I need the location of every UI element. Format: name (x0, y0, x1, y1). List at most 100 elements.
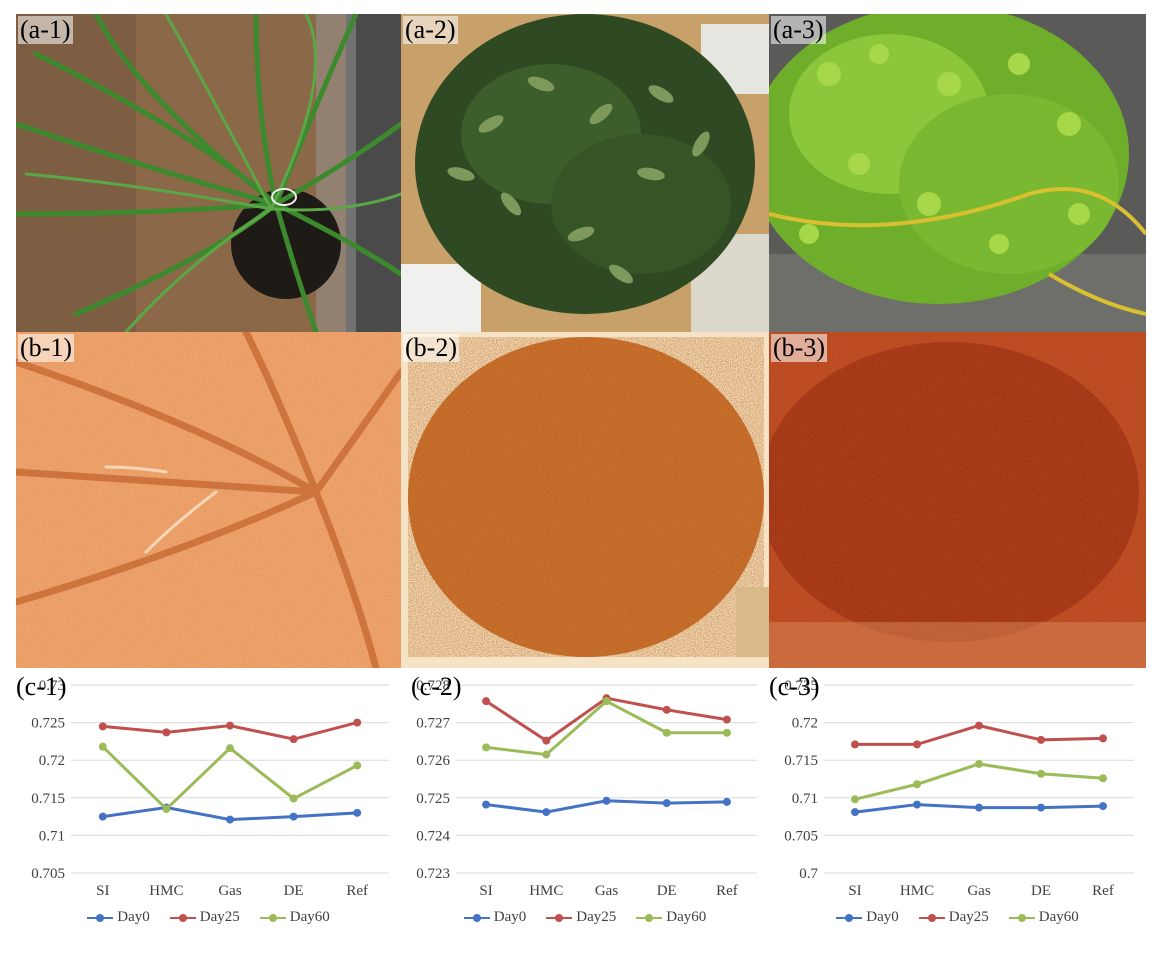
chart-panel-c2: 0.723 0.724 0.725 0.726 0.727 0.728 SI HMC Gas DE… (401, 673, 769, 943)
legend-item-day60: Day60 (259, 909, 330, 926)
panel-label-c2: (c-2) (411, 672, 462, 701)
data-point-day60 (851, 795, 859, 804)
panel-label-b2: (b-2) (403, 333, 459, 362)
series-line-day60 (854, 762, 1104, 801)
x-tick-label: HMC (900, 883, 934, 899)
legend-marker-icon (836, 913, 863, 923)
y-tick-label: 0.7 (799, 866, 818, 882)
chart-panel-c1: 0.705 0.71 0.715 0.72 0.725 0.73 SI HMC Gas DE Ref… (16, 673, 401, 943)
photo-panel-a2: (a-2) (401, 14, 769, 332)
chart-panel-c3: 0.7 0.705 0.71 0.715 0.72 0.725 SI HMC Gas DE Ref … (769, 673, 1146, 943)
data-point-day0 (913, 800, 921, 809)
x-tick-label: DE (657, 883, 677, 899)
y-tick-label: 0.71 (792, 791, 818, 807)
y-tick-label: 0.71 (39, 828, 65, 844)
legend-marker-icon (169, 913, 196, 923)
data-point-day0 (851, 808, 859, 817)
data-point-day25 (162, 728, 171, 737)
x-tick-label: HMC (149, 883, 183, 899)
data-point-day0 (482, 800, 491, 809)
legend-item-day0: Day0 (463, 909, 527, 926)
data-point-day60 (722, 728, 731, 737)
line-chart-c3: 0.7 0.705 0.71 0.715 0.72 0.725 SI HMC Gas DE Ref (784, 678, 1134, 899)
y-tick-label: 0.705 (31, 866, 65, 882)
y-tick-label: 0.725 (31, 716, 65, 732)
texture-map-b1 (16, 332, 401, 668)
y-tick-label: 0.728 (416, 678, 450, 694)
legend-label: Day60 (1038, 909, 1079, 925)
data-point-day0 (289, 812, 298, 821)
legend-item-day25: Day25 (169, 909, 240, 926)
data-point-day25 (482, 697, 491, 706)
x-tick-label: SI (848, 883, 861, 899)
y-tick-label: 0.715 (784, 753, 818, 769)
data-point-day0 (542, 808, 551, 817)
legend-label: Day25 (576, 909, 617, 925)
legend-label: Day0 (493, 909, 527, 925)
legend-marker-icon (546, 913, 573, 923)
data-point-day25 (662, 705, 671, 714)
data-point-day60 (602, 697, 611, 706)
data-point-day0 (353, 808, 362, 817)
data-point-day25 (226, 721, 234, 730)
panel-label-c1: (c-1) (16, 672, 67, 701)
data-point-day60 (975, 759, 983, 768)
chart-legend-c2: Day0 Day25 Day60 (401, 909, 769, 926)
data-point-day25 (1037, 735, 1045, 744)
data-point-day60 (542, 750, 551, 759)
data-point-day60 (162, 805, 171, 814)
x-tick-label: Ref (1092, 883, 1114, 899)
data-point-day0 (975, 803, 983, 812)
line-chart-c1: 0.705 0.71 0.715 0.72 0.725 0.73 SI HMC Gas DE Ref (31, 678, 389, 899)
panel-label-b3: (b-3) (771, 333, 827, 362)
texture-map-b3 (769, 332, 1146, 668)
data-point-day25 (913, 740, 921, 749)
data-point-day60 (98, 742, 107, 751)
x-tick-label: SI (96, 883, 109, 899)
legend-label: Day60 (289, 909, 330, 925)
data-point-day25 (542, 736, 551, 745)
data-point-day25 (353, 718, 362, 727)
panel-label-a3: (a-3) (771, 15, 826, 44)
legend-marker-icon (1008, 913, 1035, 923)
y-tick-label: 0.724 (416, 828, 450, 844)
x-tick-label: Gas (967, 883, 990, 899)
map-panel-b1: (b-1) (16, 332, 401, 668)
data-point-day60 (482, 743, 491, 752)
x-tick-label: Gas (595, 883, 618, 899)
legend-item-day60: Day60 (636, 909, 706, 926)
data-point-day60 (1037, 769, 1045, 778)
data-point-day60 (662, 728, 671, 737)
series-line-day60 (101, 745, 358, 812)
data-point-day25 (98, 722, 107, 731)
map-panel-b3: (b-3) (769, 332, 1146, 668)
chart-legend-c3: Day0 Day25 Day60 (769, 909, 1146, 926)
y-tick-label: 0.727 (416, 716, 450, 732)
line-chart-c2: 0.723 0.724 0.725 0.726 0.727 0.728 SI HMC Gas DE… (416, 678, 757, 899)
legend-label: Day25 (199, 909, 240, 925)
legend-marker-icon (463, 913, 490, 923)
legend-item-day0: Day0 (87, 909, 150, 926)
data-point-day60 (913, 780, 921, 789)
map-panel-b2: (b-2) (401, 332, 769, 668)
data-point-day0 (602, 796, 611, 805)
x-tick-label: DE (1031, 883, 1051, 899)
x-tick-label: Gas (218, 883, 241, 899)
data-point-day0 (1099, 802, 1107, 811)
x-tick-label: Ref (346, 883, 368, 899)
y-tick-label: 0.715 (31, 791, 65, 807)
chart-legend-c1: Day0 Day25 Day60 (16, 909, 401, 926)
x-tick-label: Ref (716, 883, 738, 899)
data-point-day60 (353, 761, 362, 770)
data-point-day0 (662, 799, 671, 808)
legend-item-day60: Day60 (1008, 909, 1079, 926)
data-point-day0 (722, 797, 731, 806)
y-tick-label: 0.726 (416, 753, 450, 769)
data-point-day60 (289, 794, 298, 803)
panel-label-a1: (a-1) (18, 15, 73, 44)
data-point-day0 (1037, 803, 1045, 812)
legend-item-day25: Day25 (546, 909, 616, 926)
plant-photo-shrub-icon (401, 14, 769, 332)
panel-label-a2: (a-2) (403, 15, 458, 44)
x-tick-label: DE (284, 883, 304, 899)
